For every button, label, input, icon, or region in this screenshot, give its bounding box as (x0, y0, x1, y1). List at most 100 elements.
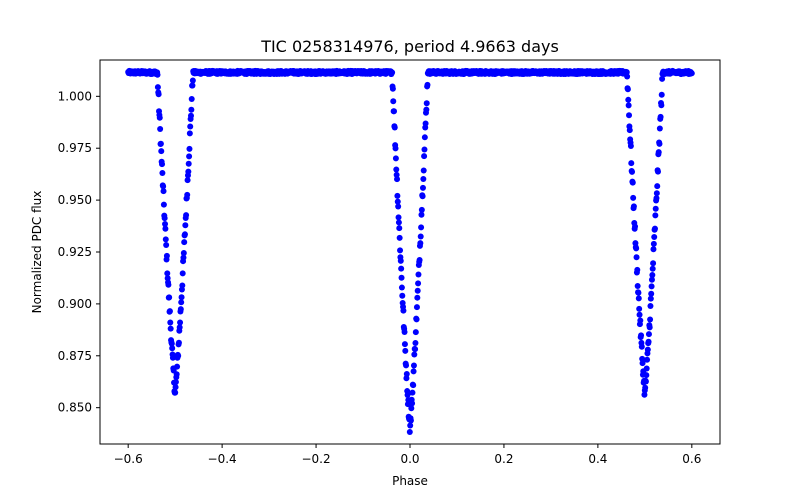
data-point (189, 77, 196, 84)
data-point (177, 319, 184, 326)
data-point (159, 169, 166, 176)
data-point (641, 391, 648, 398)
data-point (407, 422, 414, 429)
data-point (401, 341, 408, 348)
data-point (181, 231, 188, 238)
data-point (154, 84, 161, 91)
data-point (188, 106, 195, 113)
data-point (645, 331, 652, 338)
data-point (653, 195, 660, 202)
data-point (400, 307, 407, 314)
data-point (659, 75, 666, 82)
data-point (177, 306, 184, 313)
data-point (404, 392, 411, 399)
data-point (414, 287, 421, 294)
data-point (166, 308, 173, 315)
data-point (186, 153, 193, 160)
data-point (172, 389, 179, 396)
data-point (648, 290, 655, 297)
data-point (414, 294, 421, 301)
y-tick-label: 0.875 (58, 349, 92, 363)
data-point (688, 70, 695, 77)
data-point (389, 69, 396, 76)
data-point (417, 240, 424, 247)
data-point (655, 149, 662, 156)
data-point (410, 362, 417, 369)
data-point (180, 249, 187, 256)
data-point (634, 266, 641, 273)
data-point (647, 295, 654, 302)
data-point (413, 304, 420, 311)
data-point (644, 356, 651, 363)
data-point (162, 225, 169, 232)
data-point (178, 294, 185, 301)
x-axis-label: Phase (392, 474, 428, 488)
data-point (624, 86, 631, 93)
data-point (412, 329, 419, 336)
data-point (409, 400, 416, 407)
data-point (179, 270, 186, 277)
data-point (184, 191, 191, 198)
data-point (417, 233, 424, 240)
data-point (159, 161, 166, 168)
data-point (396, 225, 403, 232)
data-point (392, 155, 399, 162)
data-point (397, 247, 404, 254)
data-point (412, 340, 419, 347)
data-point (398, 274, 405, 281)
data-point (186, 145, 193, 152)
data-point (394, 176, 401, 183)
data-point (160, 201, 167, 208)
data-point (636, 311, 643, 318)
data-point (157, 126, 164, 133)
data-point (403, 371, 410, 377)
data-point (644, 346, 651, 353)
data-point (626, 112, 633, 119)
x-axis: −0.6 −0.4 −0.2 0.0 0.2 0.4 0.6 (114, 444, 701, 466)
data-point (157, 140, 164, 147)
data-point (408, 405, 415, 412)
y-tick-label: 1.000 (58, 89, 92, 103)
data-point (654, 168, 661, 175)
data-point (175, 339, 182, 346)
data-point (160, 183, 167, 190)
x-tick-label: −0.6 (114, 452, 143, 466)
data-point (653, 190, 660, 197)
data-point (158, 148, 165, 155)
data-point (391, 108, 398, 115)
data-point (638, 343, 645, 350)
data-point (185, 168, 192, 175)
data-point (188, 95, 195, 102)
data-point (643, 372, 650, 379)
data-point (161, 215, 168, 222)
data-point (647, 302, 654, 309)
data-point (407, 417, 414, 424)
data-point (658, 102, 665, 109)
data-point (629, 179, 636, 186)
data-point (189, 82, 196, 89)
data-point (394, 198, 401, 205)
data-point (423, 100, 430, 107)
data-point (175, 352, 182, 359)
data-point (656, 125, 663, 132)
data-point (652, 212, 659, 219)
data-point (649, 265, 656, 272)
x-tick-label: −0.2 (301, 452, 330, 466)
data-point (411, 351, 418, 358)
data-point (637, 317, 644, 324)
data-point (155, 91, 162, 98)
data-point (187, 112, 194, 119)
data-point (630, 194, 637, 201)
data-point (415, 280, 422, 287)
data-point (629, 168, 636, 175)
data-point (412, 346, 419, 353)
data-point (413, 316, 420, 323)
data-point (173, 371, 180, 378)
x-tick-label: 0.4 (588, 452, 607, 466)
data-point (630, 203, 637, 210)
data-point (654, 183, 661, 190)
data-point (625, 96, 632, 103)
data-point (401, 328, 408, 335)
data-point (169, 354, 176, 361)
data-point (415, 271, 422, 278)
